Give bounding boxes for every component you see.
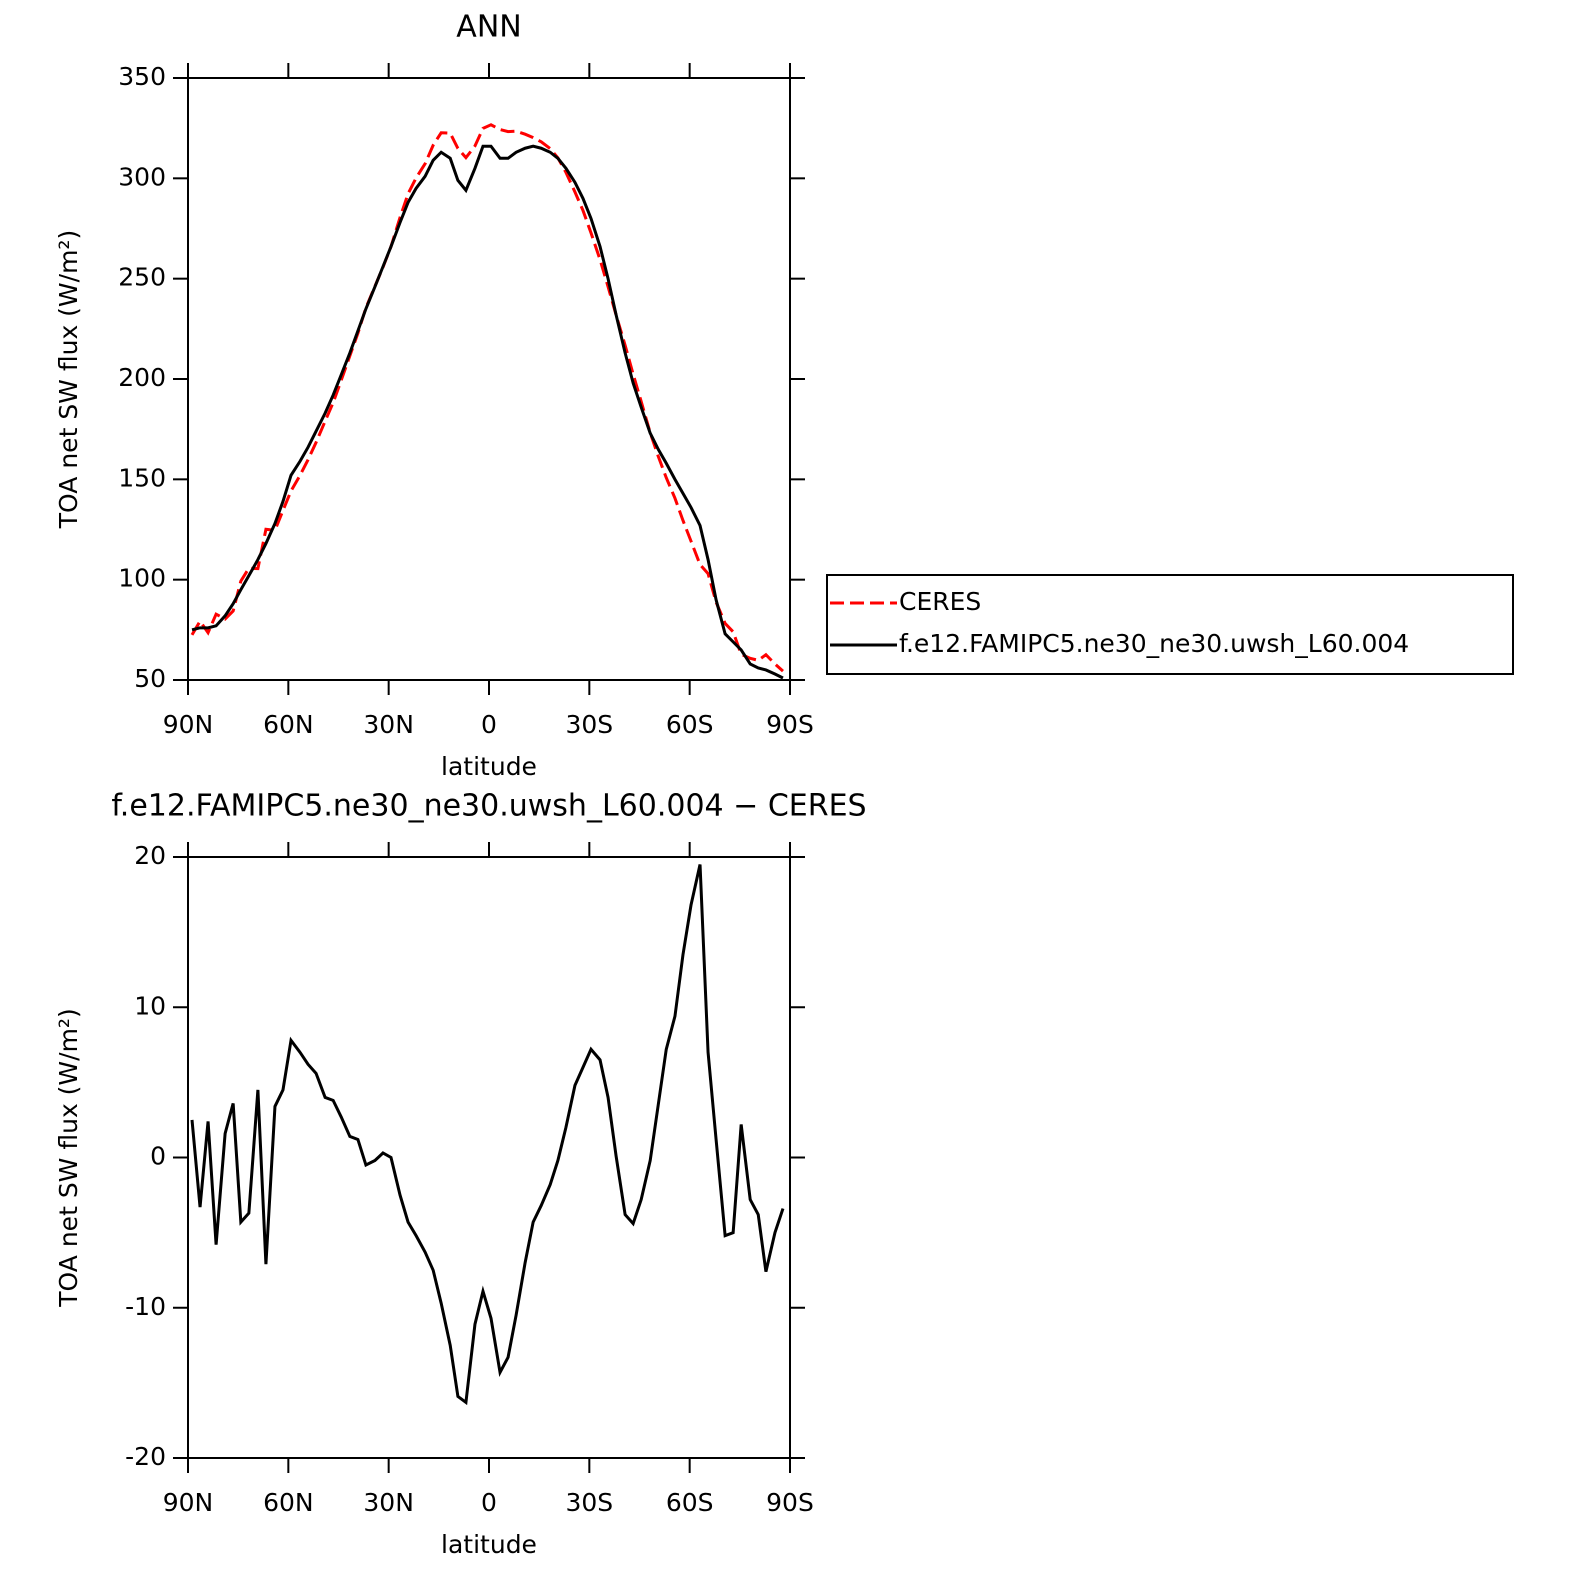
x-tick-label: 90S [766,1488,814,1517]
line-series [190,864,785,1406]
line-series [190,123,784,673]
plot-frame [187,77,791,681]
x-tick-label: 0 [481,710,497,739]
x-tick-label: 90N [163,710,214,739]
x-tick-label: 30S [565,710,613,739]
y-tick-label: 0 [150,1142,166,1171]
x-tick-label: 60S [666,1488,714,1517]
y-tick-label: 100 [118,564,166,593]
x-tick-label: 30N [363,1488,414,1517]
x-tick-label: 30N [363,710,414,739]
y-tick-label: 10 [134,991,166,1020]
y-tick-label: 150 [118,463,166,492]
y-axis-label: TOA net SW flux (W/m²) [54,230,83,529]
legend-box [826,574,1514,675]
y-tick-label: 300 [118,162,166,191]
y-tick-label: 200 [118,363,166,392]
x-tick-label: 30S [565,1488,613,1517]
legend-label: CERES [899,587,981,616]
y-tick-label: 350 [118,62,166,91]
y-tick-label: 50 [134,664,166,693]
x-tick-label: 0 [481,1488,497,1517]
x-axis-label: latitude [441,752,537,781]
plot-frame [187,856,791,1459]
x-tick-label: 90S [766,710,814,739]
y-tick-label: 250 [118,263,166,292]
y-tick-label: 20 [134,841,166,870]
y-tick-label: -10 [125,1292,166,1321]
x-axis-label: latitude [441,1530,537,1559]
chart-title: ANN [456,10,521,45]
x-tick-label: 60N [263,1488,314,1517]
chart-title: f.e12.FAMIPC5.ne30_ne30.uwsh_L60.004 − C… [111,789,866,824]
line-series [191,144,784,680]
x-tick-label: 60S [666,710,714,739]
legend-label: f.e12.FAMIPC5.ne30_ne30.uwsh_L60.004 [899,629,1409,658]
y-tick-label: -20 [125,1442,166,1471]
x-tick-label: 60N [263,710,314,739]
x-tick-label: 90N [163,1488,214,1517]
y-axis-label: TOA net SW flux (W/m²) [54,1008,83,1307]
